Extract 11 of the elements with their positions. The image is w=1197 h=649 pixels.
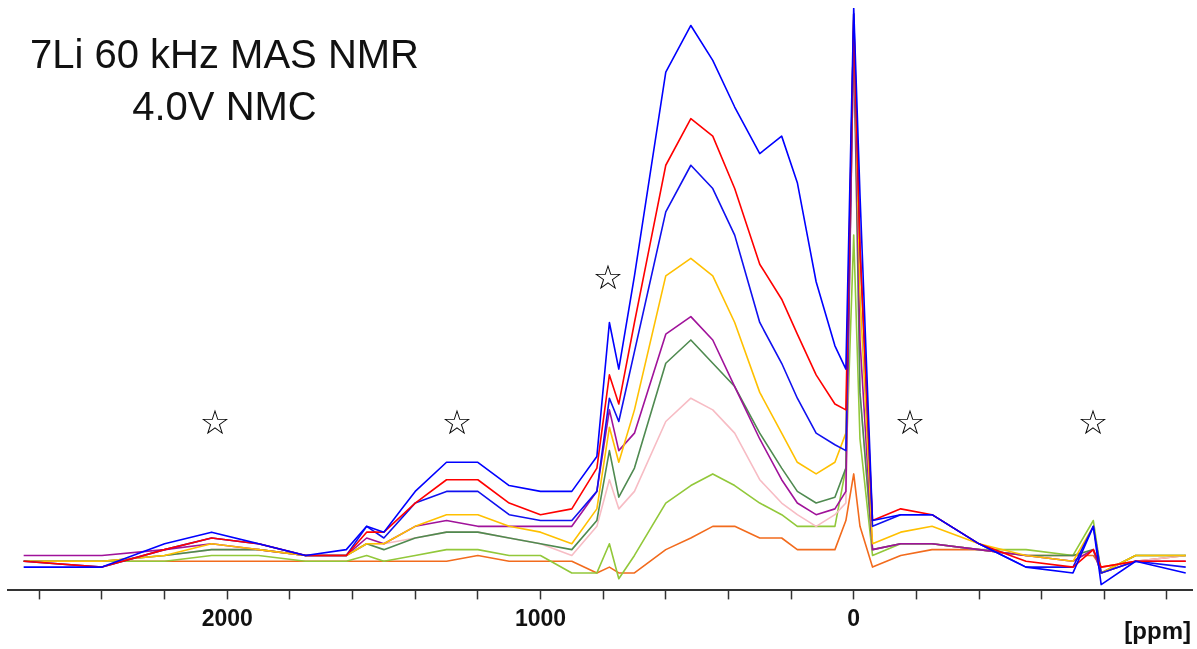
annotation: ☆ xyxy=(441,401,473,442)
annotation: ☆ xyxy=(199,401,231,442)
text: 4.0V NMC xyxy=(131,83,318,130)
x-tick-label: 2000 xyxy=(201,604,253,631)
x-tick-label: 0 xyxy=(847,604,861,631)
text: 7Li 60 kHz MAS NMR xyxy=(30,31,419,78)
annotation: ☆ xyxy=(592,256,624,297)
annotation: ☆ xyxy=(894,401,926,442)
annotation: ☆ xyxy=(1077,401,1109,442)
x-tick-label: 1000 xyxy=(514,604,567,631)
x-axis-title: [ppm] xyxy=(1124,617,1191,645)
